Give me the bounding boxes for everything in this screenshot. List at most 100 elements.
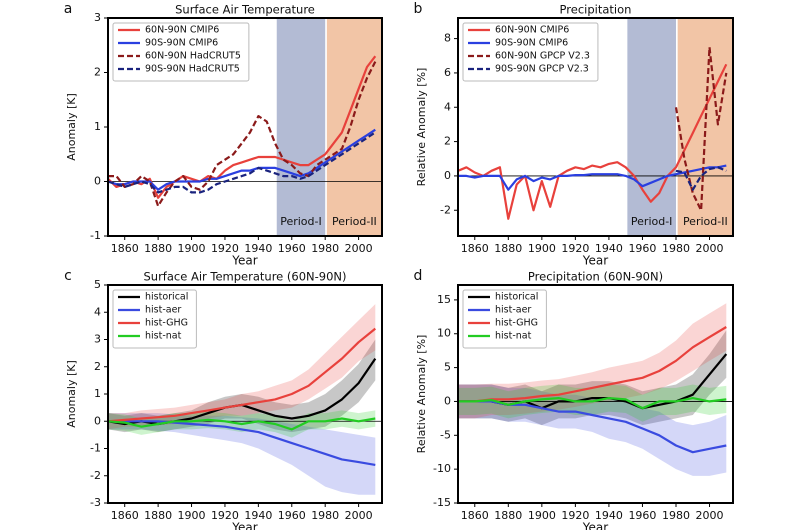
panel-letter: b: [414, 1, 423, 17]
x-tick-label: 2000: [696, 509, 724, 522]
y-tick-label: -15: [433, 496, 451, 509]
panel: b Precipitation Period-I Period-II -2 0 2 4 6 8 18…: [414, 1, 734, 268]
series-line: [674, 46, 728, 212]
x-tick-label: 1940: [244, 509, 272, 522]
x-tick-label: 1980: [662, 509, 690, 522]
legend-label: historical: [145, 292, 188, 303]
axes-frame: [457, 17, 734, 237]
chart-title: Surface Air Temperature: [175, 3, 315, 17]
x-tick-label: 1880: [144, 509, 172, 522]
x-tick-label: 1940: [244, 242, 272, 255]
spread-band: [458, 384, 727, 476]
x-tick-label: 1960: [628, 242, 656, 255]
legend-box: [112, 289, 197, 349]
panel: c Surface Air Temperature (60N-90N) -3 -2 -1…: [64, 268, 383, 530]
y-tick-label: 4: [444, 100, 451, 113]
legend-label: 90S-90N GPCP V2.3: [495, 64, 589, 75]
legend: 60N-90N CMIP6 90S-90N CMIP6 60N-90N GPCP V…: [462, 22, 599, 82]
y-tick-label: 3: [94, 11, 101, 24]
period-label: Period-II: [332, 215, 377, 228]
y-tick-label: 1: [94, 387, 101, 400]
x-tick-label: 1960: [278, 509, 306, 522]
x-tick-label: 1920: [561, 242, 589, 255]
y-tick-label: 3: [94, 333, 101, 346]
legend-box: [462, 22, 599, 82]
spread-band: [458, 384, 727, 422]
panel: d Precipitation (60N-90N) -15 -10 -5 0 5 10 15 18…: [414, 268, 734, 530]
panel-letter: a: [64, 1, 73, 17]
plot-area: [458, 18, 733, 236]
x-tick-label: 1900: [178, 242, 206, 255]
y-tick-label: 2: [444, 135, 451, 148]
x-tick-label: 1980: [311, 509, 339, 522]
y-tick-label: 0: [94, 175, 101, 188]
y-tick-label: 6: [444, 66, 451, 79]
y-tick-label: 8: [444, 32, 451, 45]
legend-label: 60N-90N CMIP6: [145, 25, 219, 36]
legend-label: historical: [495, 292, 538, 303]
legend-label: hist-GHG: [495, 318, 538, 329]
x-tick-label: 1860: [111, 509, 139, 522]
x-tick-label: 1920: [561, 509, 589, 522]
y-tick-label: -3: [90, 496, 101, 509]
legend-label: 60N-90N CMIP6: [495, 25, 569, 36]
legend-label: hist-nat: [495, 331, 532, 342]
x-tick-label: 2000: [696, 242, 724, 255]
y-axis-label: Relative Anomaly [%]: [415, 335, 428, 454]
x-tick-label: 1900: [528, 509, 556, 522]
legend-label: hist-aer: [145, 305, 181, 316]
y-tick-label: -1: [90, 229, 101, 242]
period-span: [276, 18, 326, 236]
legend-label: 60N-90N HadCRUT5: [145, 51, 241, 62]
x-axis-label: Year: [582, 521, 608, 530]
x-tick-label: 1960: [628, 509, 656, 522]
x-tick-label: 1960: [278, 242, 306, 255]
y-tick-label: -10: [433, 462, 451, 475]
series-line: [675, 166, 727, 191]
chart-title: Precipitation: [560, 3, 632, 17]
axes-frame: [457, 284, 734, 504]
x-tick-label: 1880: [494, 242, 522, 255]
legend: 60N-90N CMIP6 90S-90N CMIP6 60N-90N HadCRU…: [112, 22, 250, 82]
x-tick-label: 2000: [345, 242, 373, 255]
y-axis-label: Anomaly [K]: [65, 93, 78, 161]
legend-label: 90S-90N CMIP6: [145, 38, 218, 49]
y-tick-label: -5: [440, 428, 451, 441]
x-tick-label: 1860: [461, 509, 489, 522]
series-line: [108, 128, 376, 191]
y-tick-label: 2: [94, 66, 101, 79]
plot-area: [458, 303, 733, 476]
x-tick-label: 2000: [345, 509, 373, 522]
x-tick-label: 1980: [311, 242, 339, 255]
x-tick-label: 1860: [461, 242, 489, 255]
chart-title: Precipitation (60N-90N): [528, 270, 663, 284]
y-tick-label: 10: [437, 327, 451, 340]
legend-label: hist-aer: [495, 305, 531, 316]
panel: a Surface Air Temperature Period-I Period-I…: [64, 1, 383, 268]
x-tick-label: 1940: [595, 509, 623, 522]
chart-title: Surface Air Temperature (60N-90N): [143, 270, 346, 284]
legend-label: 60N-90N GPCP V2.3: [495, 51, 590, 62]
plot-area: [108, 18, 382, 236]
series-line: [458, 63, 728, 220]
x-tick-label: 1900: [178, 509, 206, 522]
y-tick-label: -2: [440, 203, 451, 216]
panel-letter: d: [414, 268, 423, 284]
y-tick-label: 2: [94, 360, 101, 373]
series-line: [108, 417, 376, 431]
series-line: [458, 326, 727, 403]
period-label: Period-II: [683, 215, 728, 228]
x-tick-label: 1920: [211, 509, 239, 522]
legend-box: [462, 289, 547, 349]
series-line: [108, 420, 376, 466]
y-tick-label: -1: [90, 442, 101, 455]
y-tick-label: 1: [94, 120, 101, 133]
legend-label: hist-GHG: [145, 318, 188, 329]
x-axis-label: Year: [582, 254, 608, 268]
y-tick-label: 5: [94, 278, 101, 291]
x-tick-label: 1880: [144, 242, 172, 255]
series-line: [458, 397, 727, 410]
plot-area: [108, 304, 382, 495]
spread-band: [108, 413, 376, 495]
spread-band: [458, 303, 727, 419]
